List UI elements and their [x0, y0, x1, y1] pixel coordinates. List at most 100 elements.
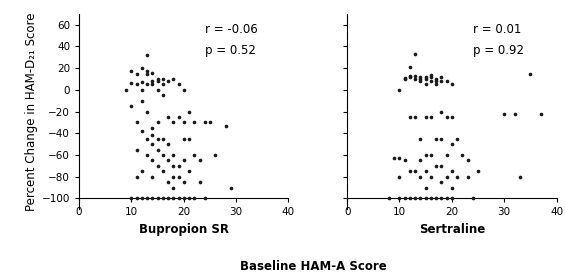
Point: [169, 77, 178, 81]
Point: [179, 120, 188, 125]
Point: [411, 196, 420, 201]
Point: [200, 120, 209, 125]
Point: [164, 79, 173, 83]
Point: [515, 174, 524, 179]
Point: [174, 115, 183, 119]
Point: [385, 196, 394, 201]
Point: [137, 88, 146, 92]
Point: [411, 77, 420, 81]
Point: [437, 109, 446, 114]
Point: [158, 136, 167, 141]
Point: [179, 180, 188, 184]
Point: [179, 158, 188, 163]
Point: [416, 79, 425, 83]
Point: [406, 169, 415, 174]
Point: [137, 129, 146, 133]
Point: [142, 196, 151, 201]
Point: [211, 153, 220, 157]
Point: [153, 163, 162, 168]
Text: Baseline HAM-A Score: Baseline HAM-A Score: [240, 260, 387, 273]
Point: [132, 71, 141, 76]
Point: [442, 115, 451, 119]
Point: [142, 153, 151, 157]
Point: [132, 120, 141, 125]
Point: [416, 196, 425, 201]
Point: [127, 81, 136, 86]
Point: [421, 115, 430, 119]
Point: [432, 163, 441, 168]
Point: [536, 112, 545, 116]
Point: [437, 79, 446, 83]
Point: [468, 196, 477, 201]
Point: [427, 79, 436, 83]
Point: [510, 112, 519, 116]
Point: [432, 196, 441, 201]
Point: [437, 75, 446, 79]
Point: [169, 153, 178, 157]
Point: [437, 163, 446, 168]
Point: [463, 174, 472, 179]
Point: [185, 109, 194, 114]
Point: [132, 196, 141, 201]
Point: [416, 158, 425, 163]
Point: [427, 153, 436, 157]
Point: [127, 104, 136, 109]
Point: [411, 115, 420, 119]
Point: [153, 147, 162, 152]
Point: [416, 77, 425, 81]
Point: [174, 82, 183, 87]
Point: [158, 93, 167, 98]
Point: [127, 196, 136, 201]
Point: [164, 196, 173, 201]
Point: [169, 163, 178, 168]
Point: [447, 185, 457, 190]
Point: [400, 77, 409, 81]
Point: [221, 124, 230, 128]
Point: [406, 196, 415, 201]
Point: [174, 174, 183, 179]
Point: [395, 196, 404, 201]
Point: [158, 77, 167, 81]
Point: [132, 82, 141, 87]
Point: [421, 196, 430, 201]
Point: [411, 52, 420, 56]
X-axis label: Bupropion SR: Bupropion SR: [139, 223, 229, 236]
Point: [132, 147, 141, 152]
Point: [400, 196, 409, 201]
Point: [206, 120, 215, 125]
Point: [190, 196, 199, 201]
Text: r = -0.06: r = -0.06: [205, 23, 258, 36]
Point: [148, 82, 157, 87]
Point: [526, 71, 535, 76]
Point: [164, 180, 173, 184]
Point: [416, 136, 425, 141]
Point: [132, 174, 141, 179]
Point: [158, 196, 167, 201]
Point: [416, 75, 425, 79]
Point: [458, 153, 467, 157]
Point: [190, 153, 199, 157]
Point: [185, 169, 194, 174]
Point: [148, 142, 157, 146]
Point: [153, 77, 162, 81]
Point: [127, 69, 136, 74]
Point: [169, 185, 178, 190]
Point: [148, 174, 157, 179]
Point: [437, 136, 446, 141]
Point: [148, 133, 157, 138]
Point: [447, 169, 457, 174]
Point: [442, 196, 451, 201]
Point: [142, 71, 151, 76]
Point: [148, 126, 157, 130]
Point: [442, 79, 451, 83]
Point: [421, 77, 430, 81]
Point: [421, 169, 430, 174]
Point: [148, 196, 157, 201]
Point: [447, 82, 457, 87]
Point: [427, 73, 436, 77]
Point: [164, 115, 173, 119]
Point: [411, 169, 420, 174]
Point: [227, 185, 236, 190]
Point: [453, 174, 462, 179]
Point: [447, 196, 457, 201]
